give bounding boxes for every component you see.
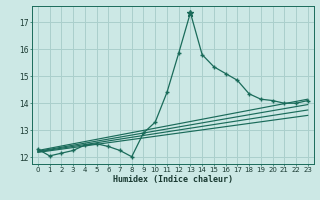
X-axis label: Humidex (Indice chaleur): Humidex (Indice chaleur) (113, 175, 233, 184)
